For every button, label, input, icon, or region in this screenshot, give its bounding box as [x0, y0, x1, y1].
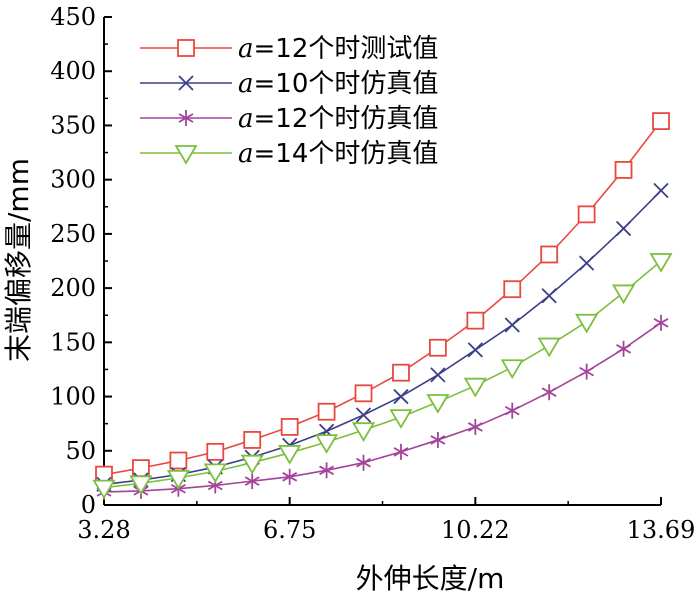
- data-point: [278, 445, 302, 465]
- data-point: [169, 451, 188, 470]
- data-point: [430, 431, 446, 448]
- series-line: [103, 322, 662, 493]
- legend-item-4: a=14个时仿真值: [140, 139, 438, 169]
- y-tick-label: 150: [50, 328, 96, 356]
- data-point: [614, 161, 633, 179]
- legend-label-italic: a: [238, 69, 254, 99]
- y-tick-label: 350: [50, 111, 96, 139]
- series-3: [96, 314, 669, 500]
- legend-item-1: a=12个时测试值: [140, 34, 438, 64]
- data-point: [537, 337, 561, 358]
- data-point: [282, 468, 298, 485]
- data-point: [649, 253, 673, 273]
- data-point: [575, 313, 599, 334]
- y-tick-label: 450: [50, 3, 96, 31]
- data-point: [579, 363, 595, 380]
- series-line: [103, 260, 662, 489]
- legend-label: a=12个时测试值: [238, 34, 438, 64]
- legend-label: a=12个时仿真值: [238, 104, 438, 134]
- legend-label-italic: a: [238, 104, 254, 134]
- data-point: [652, 112, 670, 131]
- data-point: [392, 363, 410, 382]
- legend-marker: [178, 75, 194, 91]
- data-point: [351, 422, 376, 442]
- data-point: [244, 473, 260, 490]
- y-axis-title: 末端偏移量/mm: [2, 158, 35, 362]
- data-point: [393, 443, 409, 460]
- x-tick-label: 10.22: [441, 516, 510, 544]
- data-point: [243, 431, 262, 449]
- data-point: [428, 338, 447, 357]
- legend-label-rest: =12个时测试值: [254, 34, 439, 64]
- data-point: [317, 402, 336, 421]
- y-tick-label: 400: [50, 57, 96, 85]
- series-1: [95, 112, 670, 484]
- legend-item-2: a=10个时仿真值: [140, 69, 438, 99]
- legend-label: a=14个时仿真值: [238, 139, 438, 169]
- x-axis-title: 外伸长度/m: [356, 562, 505, 595]
- data-point: [426, 394, 450, 414]
- legend-label-italic: a: [238, 34, 254, 64]
- plot-area: [92, 112, 673, 500]
- legend-marker: [174, 145, 198, 165]
- series-2: [96, 182, 669, 493]
- legend-marker: [178, 110, 194, 126]
- data-point: [354, 384, 373, 403]
- y-tick-label: 200: [50, 274, 96, 302]
- y-tick-label: 250: [50, 220, 96, 248]
- data-point: [466, 311, 485, 330]
- series-line: [103, 189, 662, 486]
- data-point: [653, 314, 669, 331]
- legend-marker: [177, 39, 195, 57]
- data-point: [503, 280, 522, 299]
- data-point: [430, 367, 446, 383]
- data-point: [578, 255, 595, 271]
- data-point: [356, 454, 371, 471]
- data-point: [467, 418, 483, 435]
- data-point: [280, 418, 299, 436]
- data-point: [355, 407, 372, 423]
- y-tick-label: 300: [50, 166, 96, 194]
- legend-label: a=10个时仿真值: [238, 69, 438, 99]
- data-point: [616, 340, 631, 357]
- data-point: [504, 402, 520, 419]
- data-point: [540, 245, 559, 264]
- data-point: [92, 479, 116, 500]
- x-tick-label: 13.69: [627, 516, 696, 544]
- data-point: [206, 442, 225, 461]
- data-point: [577, 205, 596, 224]
- legend-label-rest: =10个时仿真值: [254, 69, 439, 99]
- data-point: [240, 454, 264, 475]
- data-point: [611, 284, 636, 305]
- legend-label-italic: a: [238, 139, 254, 169]
- axes: 0 50 100 150 200 250 300 350 400 450 3.28 6.75 10.22…: [50, 3, 695, 544]
- data-point: [129, 475, 153, 496]
- data-point: [504, 317, 520, 333]
- legend-item-3: a=12个时仿真值: [140, 104, 438, 134]
- legend-label-rest: =14个时仿真值: [254, 139, 439, 169]
- data-point: [467, 342, 483, 358]
- data-point: [315, 434, 339, 454]
- y-tick-label: 100: [50, 383, 96, 411]
- x-tick-label: 3.28: [77, 516, 130, 544]
- data-point: [389, 409, 413, 429]
- x-tick-label: 6.75: [263, 516, 316, 544]
- legend-label-rest: =12个时仿真值: [254, 104, 439, 134]
- data-point: [463, 377, 487, 398]
- data-point: [653, 182, 669, 199]
- series-4: [92, 253, 673, 500]
- data-point: [166, 469, 190, 490]
- data-point: [541, 384, 557, 401]
- series-line: [103, 120, 662, 476]
- y-tick-label: 50: [65, 437, 96, 465]
- data-point: [319, 462, 335, 479]
- data-point: [500, 359, 524, 380]
- data-point: [615, 220, 632, 237]
- data-point: [203, 463, 227, 484]
- data-point: [393, 388, 409, 405]
- data-point: [541, 288, 557, 304]
- y-tick-label: 0: [81, 491, 96, 519]
